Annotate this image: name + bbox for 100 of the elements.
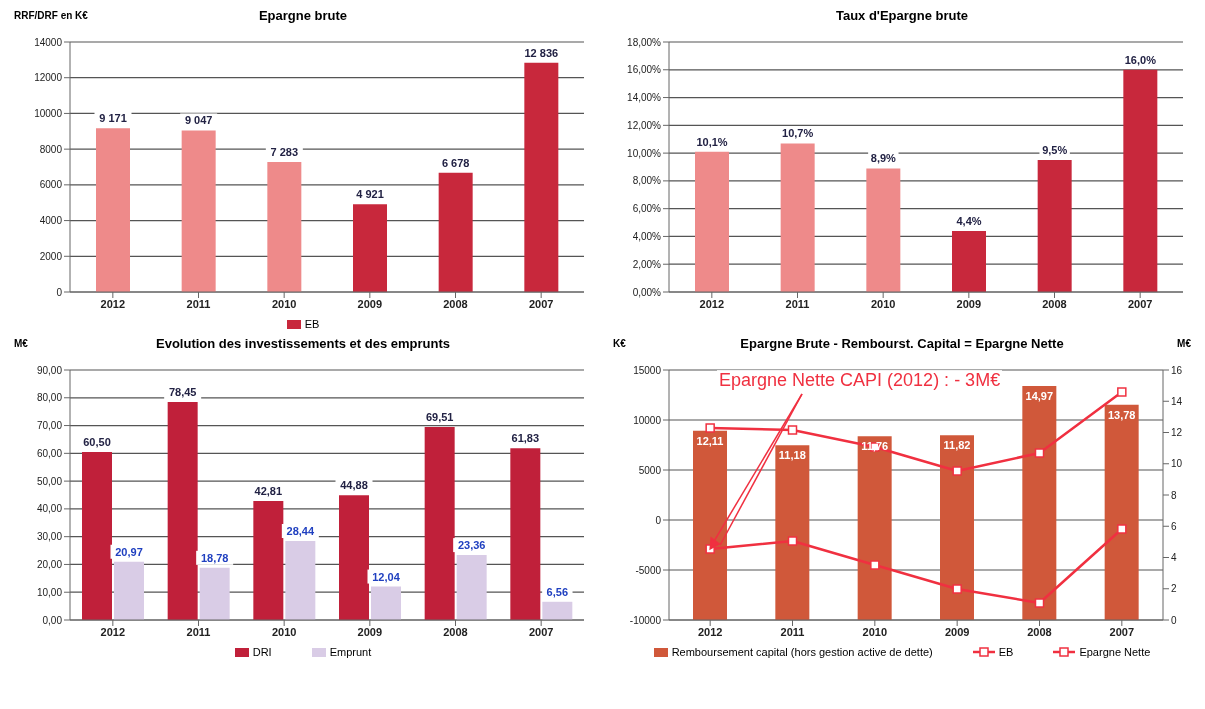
x-tick-label: 2007 — [1109, 625, 1135, 638]
x-tick-label: 2009 — [944, 625, 970, 638]
data-label: 16,0% — [1124, 53, 1157, 66]
y-tick-label: 0,00% — [632, 286, 662, 298]
bar — [253, 501, 284, 620]
bar — [1022, 386, 1057, 620]
y-tick-label: 18,00% — [627, 36, 662, 48]
y-tick-label: 14000 — [34, 36, 63, 48]
y-tick-label: 10000 — [34, 107, 63, 119]
x-tick-label: 2012 — [697, 625, 723, 638]
point — [952, 584, 962, 594]
data-label: 28,44 — [286, 525, 315, 537]
data-label: 78,45 — [168, 386, 197, 399]
y-tick-label: 15000 — [633, 364, 662, 376]
bar — [339, 495, 369, 620]
y2-tick-label: 14 — [1171, 395, 1183, 407]
x-tick-label: 2011 — [186, 625, 211, 638]
bar — [114, 561, 144, 620]
y-axis-title: RRF/DRF en K€ — [14, 10, 88, 21]
y-tick-label: 20,00 — [36, 558, 63, 570]
y-tick-label: 80,00 — [36, 392, 63, 404]
point — [787, 536, 798, 546]
y-tick-label: 10,00 — [36, 586, 63, 598]
bar — [866, 168, 901, 292]
bar — [424, 426, 455, 620]
data-label: 23,36 — [457, 539, 486, 552]
y-tick-label: 4,00% — [632, 230, 662, 242]
data-label: 61,83 — [511, 432, 540, 445]
x-tick-label: 2009 — [357, 297, 383, 310]
chart-title: Evolution des investissements et des emprunts — [155, 336, 451, 351]
y-axis-title: K€ — [613, 338, 626, 349]
y-tick-label: 14,00% — [627, 92, 662, 104]
y2-tick-label: 4 — [1171, 552, 1177, 564]
chart-title: Epargne brute — [258, 8, 348, 23]
bar — [857, 436, 892, 620]
bar — [96, 128, 130, 292]
data-label: 69,51 — [425, 410, 454, 423]
bar — [181, 130, 216, 292]
y2-tick-label: 12 — [1171, 427, 1183, 439]
point — [1117, 524, 1127, 534]
legend-label: EB — [998, 646, 1014, 658]
bar — [542, 601, 573, 620]
y2-axis-title: M€ — [1177, 338, 1191, 349]
data-label: 18,78 — [200, 551, 229, 564]
y2-tick-label: 2 — [1171, 583, 1177, 595]
x-tick-label: 2009 — [956, 297, 982, 310]
x-tick-label: 2011 — [186, 297, 211, 310]
data-label: 11,18 — [778, 449, 806, 462]
y-axis-title: M€ — [14, 338, 28, 349]
x-tick-label: 2010 — [271, 625, 297, 638]
x-tick-label: 2008 — [443, 625, 468, 638]
data-label: 12 836 — [524, 46, 559, 59]
bar — [285, 541, 316, 620]
data-label: 7 283 — [270, 145, 299, 158]
bar — [353, 204, 387, 292]
data-label: 42,81 — [254, 485, 283, 498]
y-tick-label: 2000 — [39, 250, 63, 262]
x-tick-label: 2008 — [1027, 625, 1052, 638]
data-label: 9 171 — [99, 112, 127, 125]
data-label: 6 678 — [441, 156, 470, 169]
y-tick-label: 8,00% — [632, 175, 662, 187]
data-label: 10,1% — [696, 135, 728, 148]
bar — [82, 451, 112, 620]
bar — [1104, 404, 1139, 620]
bar — [940, 435, 974, 620]
x-tick-label: 2009 — [357, 625, 383, 638]
y-tick-label: 40,00 — [36, 503, 63, 515]
y-tick-label: 2,00% — [632, 258, 662, 270]
bar — [693, 430, 727, 620]
data-label: 9 047 — [184, 114, 213, 127]
y-tick-label: 5000 — [638, 464, 662, 476]
data-label: 4 921 — [356, 188, 384, 201]
y2-tick-label: 6 — [1171, 520, 1177, 532]
point — [870, 560, 880, 570]
bar — [524, 62, 559, 292]
bar — [438, 172, 473, 292]
data-label: 60,50 — [83, 435, 111, 448]
data-label: 11,82 — [943, 439, 971, 452]
x-tick-label: 2012 — [699, 297, 725, 310]
point — [952, 466, 962, 476]
y-tick-label: 6000 — [39, 179, 63, 191]
legend-label: DRI — [252, 646, 272, 658]
y-tick-label: 90,00 — [36, 364, 63, 376]
bar — [371, 586, 401, 620]
data-label: 4,4% — [956, 214, 982, 227]
x-tick-label: 2010 — [271, 297, 297, 310]
data-label: 44,88 — [340, 479, 368, 492]
legend-label: EB — [304, 318, 320, 330]
y-tick-label: 16,00% — [627, 64, 662, 76]
x-tick-label: 2007 — [1127, 297, 1153, 310]
data-label: 6,56 — [546, 585, 569, 598]
y2-tick-label: 0 — [1171, 614, 1177, 626]
x-tick-label: 2008 — [443, 297, 468, 310]
y-tick-label: 10000 — [633, 414, 662, 426]
legend-label: Epargne Nette — [1079, 646, 1151, 658]
bar — [167, 402, 198, 620]
point — [787, 425, 798, 435]
y-tick-label: 0 — [655, 514, 662, 526]
x-tick-label: 2011 — [780, 625, 805, 638]
x-tick-label: 2012 — [100, 625, 126, 638]
